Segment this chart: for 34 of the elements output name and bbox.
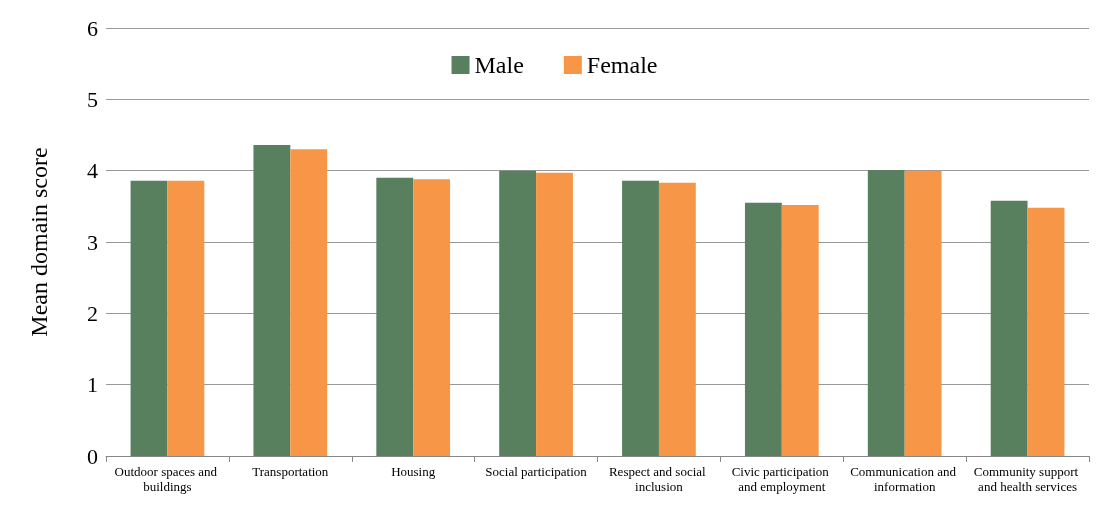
bar	[536, 172, 573, 456]
y-tick-label: 2	[87, 300, 98, 326]
bar	[658, 182, 696, 456]
legend-label: Male	[474, 52, 524, 78]
y-tick-label: 0	[87, 443, 98, 469]
y-tick-label: 1	[87, 372, 98, 398]
x-tick-label: Outdoor spaces and buildings	[114, 464, 221, 494]
bar	[376, 177, 414, 456]
bar	[867, 169, 905, 456]
y-axis-title: Mean domain score	[26, 147, 52, 337]
x-tick-label: Civic participation and employment	[731, 464, 832, 494]
bar	[990, 200, 1028, 456]
x-tick-label: Respect and social inclusion	[608, 464, 709, 494]
y-tick-label: 6	[87, 15, 98, 41]
bar	[781, 204, 819, 456]
bar	[904, 170, 942, 456]
x-tick-label: Transportation	[252, 464, 329, 479]
bar	[130, 180, 168, 456]
bar	[499, 170, 537, 456]
bar	[253, 144, 291, 456]
x-tick-label: Community support and health services	[973, 464, 1082, 494]
bar	[290, 149, 328, 456]
bar	[744, 202, 782, 456]
bar	[413, 179, 451, 456]
x-tick-label: Social participation	[485, 464, 588, 479]
legend-label: Female	[586, 52, 658, 78]
x-tick-label: Communication and information	[850, 464, 960, 494]
y-tick-label: 3	[87, 229, 98, 255]
y-tick-label: 5	[87, 86, 98, 112]
bar	[622, 180, 659, 456]
bar	[167, 180, 205, 456]
y-tick-label: 4	[87, 158, 98, 184]
x-tick-label: Housing	[391, 464, 436, 479]
bar	[1027, 207, 1065, 456]
